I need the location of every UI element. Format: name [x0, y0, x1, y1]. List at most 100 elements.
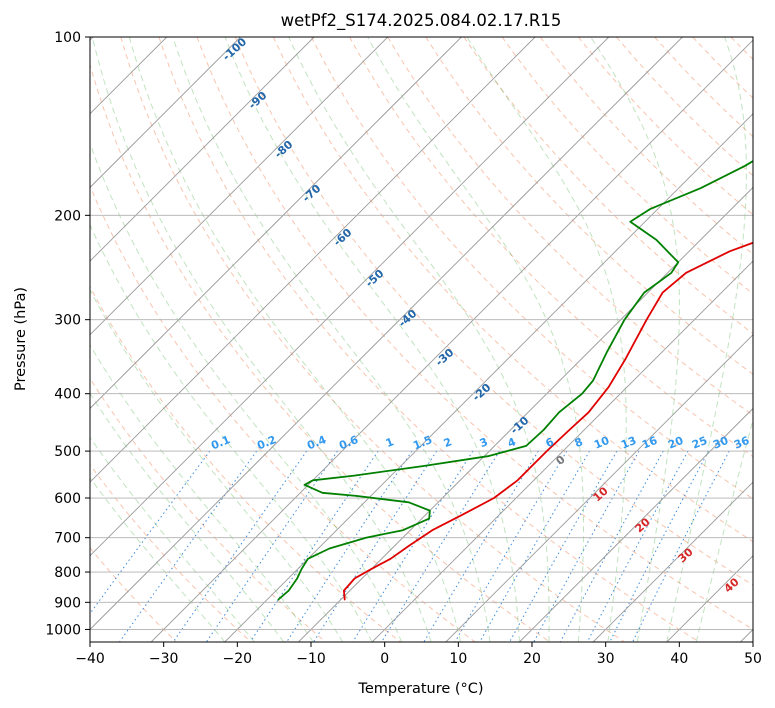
plot-frame [89, 36, 754, 643]
x-tick-label: −20 [223, 651, 253, 667]
isotherm [150, 39, 753, 642]
mixing-ratio-line [609, 450, 709, 642]
mixing-ratio-line [454, 450, 568, 642]
isotherm [90, 37, 536, 483]
mixing-ratio-label: 25 [690, 434, 709, 452]
moist-adiabat [224, 37, 520, 642]
isotherm [90, 37, 683, 631]
isotherm [519, 407, 753, 642]
mixing-ratio-label: 13 [619, 434, 638, 452]
y-tick-label: 400 [54, 387, 81, 403]
x-tick-label: −30 [149, 651, 179, 667]
moist-adiabat [90, 223, 373, 642]
moist-adiabat [695, 417, 753, 642]
x-tick-label: −10 [296, 651, 326, 667]
dry-adiabat [120, 37, 625, 642]
mixing-ratio-label: 3 [478, 435, 490, 450]
mixing-ratio-line [509, 450, 618, 642]
x-tick-label: 10 [449, 651, 467, 667]
mixing-ratio-label: 1 [384, 435, 396, 450]
moist-adiabat [90, 288, 344, 642]
x-tick-label: 0 [380, 651, 389, 667]
dewpoint-line [277, 160, 753, 601]
mixing-ratio-label: 16 [640, 434, 659, 452]
moist-adiabat [90, 344, 314, 642]
dry-adiabat [387, 37, 753, 416]
dry-adiabat [578, 37, 753, 216]
moist-adiabat [367, 37, 584, 642]
moist-adiabat [90, 436, 255, 642]
isotherm [592, 481, 753, 642]
mixing-ratio-label: 2 [442, 435, 454, 450]
isotherm [90, 37, 241, 189]
x-tick-label: −40 [75, 651, 105, 667]
profile-lines [277, 160, 753, 601]
axis-ticks: −40 −30 −20 −10 0 10 20 30 40 50 100 200 300 400 500 60… [45, 30, 762, 667]
mixing-ratio-line [559, 450, 664, 642]
dry-adiabat [158, 37, 700, 642]
isotherm [90, 37, 462, 410]
moist-adiabat [90, 141, 403, 642]
moist-adiabat [172, 37, 491, 642]
mixing-ratio-line [205, 450, 338, 642]
moist-adiabat [288, 37, 550, 642]
x-axis-title: Temperature (°C) [357, 681, 483, 697]
y-tick-label: 300 [54, 313, 81, 329]
grid-lines [90, 37, 753, 642]
dry-adiabat [311, 37, 753, 500]
x-tick-label: 20 [523, 651, 541, 667]
plot-area [90, 37, 753, 642]
y-tick-label: 700 [54, 531, 81, 547]
moist-adiabat [90, 392, 285, 642]
dry-adiabat [501, 37, 753, 295]
mixing-ratio-label: 8 [573, 435, 585, 450]
y-tick-label: 900 [54, 595, 81, 611]
mixing-ratio-line [533, 450, 640, 642]
x-tick-label: 30 [597, 651, 615, 667]
isotherm [90, 37, 389, 336]
mixing-ratio-line [249, 450, 379, 642]
isotherm [445, 334, 753, 642]
y-tick-label: 800 [54, 565, 81, 581]
dry-adiabat [349, 37, 753, 458]
moist-adiabat [90, 477, 226, 642]
temperature-line [342, 241, 753, 601]
isotherm [371, 260, 753, 642]
mixing-ratio-line [313, 450, 438, 642]
mixing-ratio-label: 36 [732, 434, 751, 452]
isotherm [298, 186, 753, 642]
isotherm [90, 37, 610, 557]
isotherm [90, 37, 315, 262]
dry-adiabat [616, 37, 753, 177]
y-tick-label: 1000 [45, 622, 81, 638]
dry-adiabat [90, 463, 252, 642]
mixing-ratio-line [90, 450, 211, 615]
dry-adiabat [196, 37, 753, 631]
isotherm [224, 113, 753, 642]
mixing-ratio-line [586, 450, 689, 642]
y-tick-label: 100 [54, 30, 81, 46]
mixing-ratio-label: 30 [711, 434, 730, 452]
dry-adiabat [463, 37, 753, 335]
dry-adiabat [90, 184, 476, 642]
x-tick-label: 50 [744, 651, 762, 667]
y-tick-label: 600 [54, 491, 81, 507]
moist-adiabat [666, 37, 747, 642]
moist-adiabat [128, 37, 461, 642]
dry-adiabat [425, 37, 753, 375]
y-tick-label: 500 [54, 444, 81, 460]
dry-adiabat [234, 37, 753, 586]
y-axis-title: Pressure (hPa) [13, 287, 29, 391]
moist-adiabat [466, 37, 627, 642]
moist-adiabat [91, 37, 432, 642]
dry-adiabat [769, 37, 775, 642]
mixing-ratio-line [423, 450, 539, 642]
x-tick-label: 40 [670, 651, 688, 667]
y-tick-label: 200 [54, 208, 81, 224]
mixing-ratio-label: 10 [592, 434, 611, 452]
mixing-ratio-line [286, 450, 413, 642]
chart-title: wetPf2_S174.2025.084.02.17.R15 [281, 11, 562, 31]
dry-adiabat [90, 285, 401, 642]
mixing-ratio-label: 20 [666, 434, 685, 452]
